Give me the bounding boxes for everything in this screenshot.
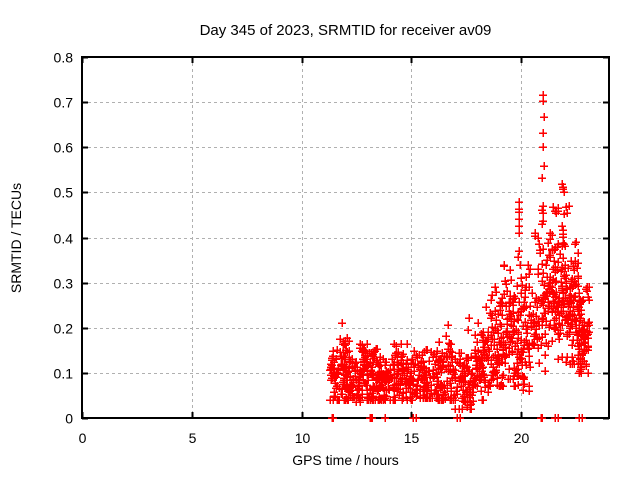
y-tick-label: 0.3 xyxy=(54,276,74,292)
y-tick-label: 0.5 xyxy=(54,185,74,201)
x-tick-label: 15 xyxy=(404,430,420,446)
y-tick-label: 0.7 xyxy=(54,95,74,111)
x-tick-label: 0 xyxy=(79,430,87,446)
scatter-points xyxy=(326,91,593,422)
plot-border xyxy=(81,56,610,419)
y-tick-label: 0.1 xyxy=(54,366,74,382)
x-tick-label: 20 xyxy=(514,430,530,446)
x-tick-label: 5 xyxy=(189,430,197,446)
x-axis-label: GPS time / hours xyxy=(292,452,399,468)
y-tick-label: 0.4 xyxy=(54,231,74,247)
y-tick-label: 0.6 xyxy=(54,140,74,156)
y-tick-label: 0.2 xyxy=(54,321,74,337)
y-tick-label: 0.8 xyxy=(54,50,74,66)
x-tick-label: 10 xyxy=(295,430,311,446)
y-tick-label: 0 xyxy=(65,411,73,427)
chart-title: Day 345 of 2023, SRMTID for receiver av0… xyxy=(199,22,492,39)
